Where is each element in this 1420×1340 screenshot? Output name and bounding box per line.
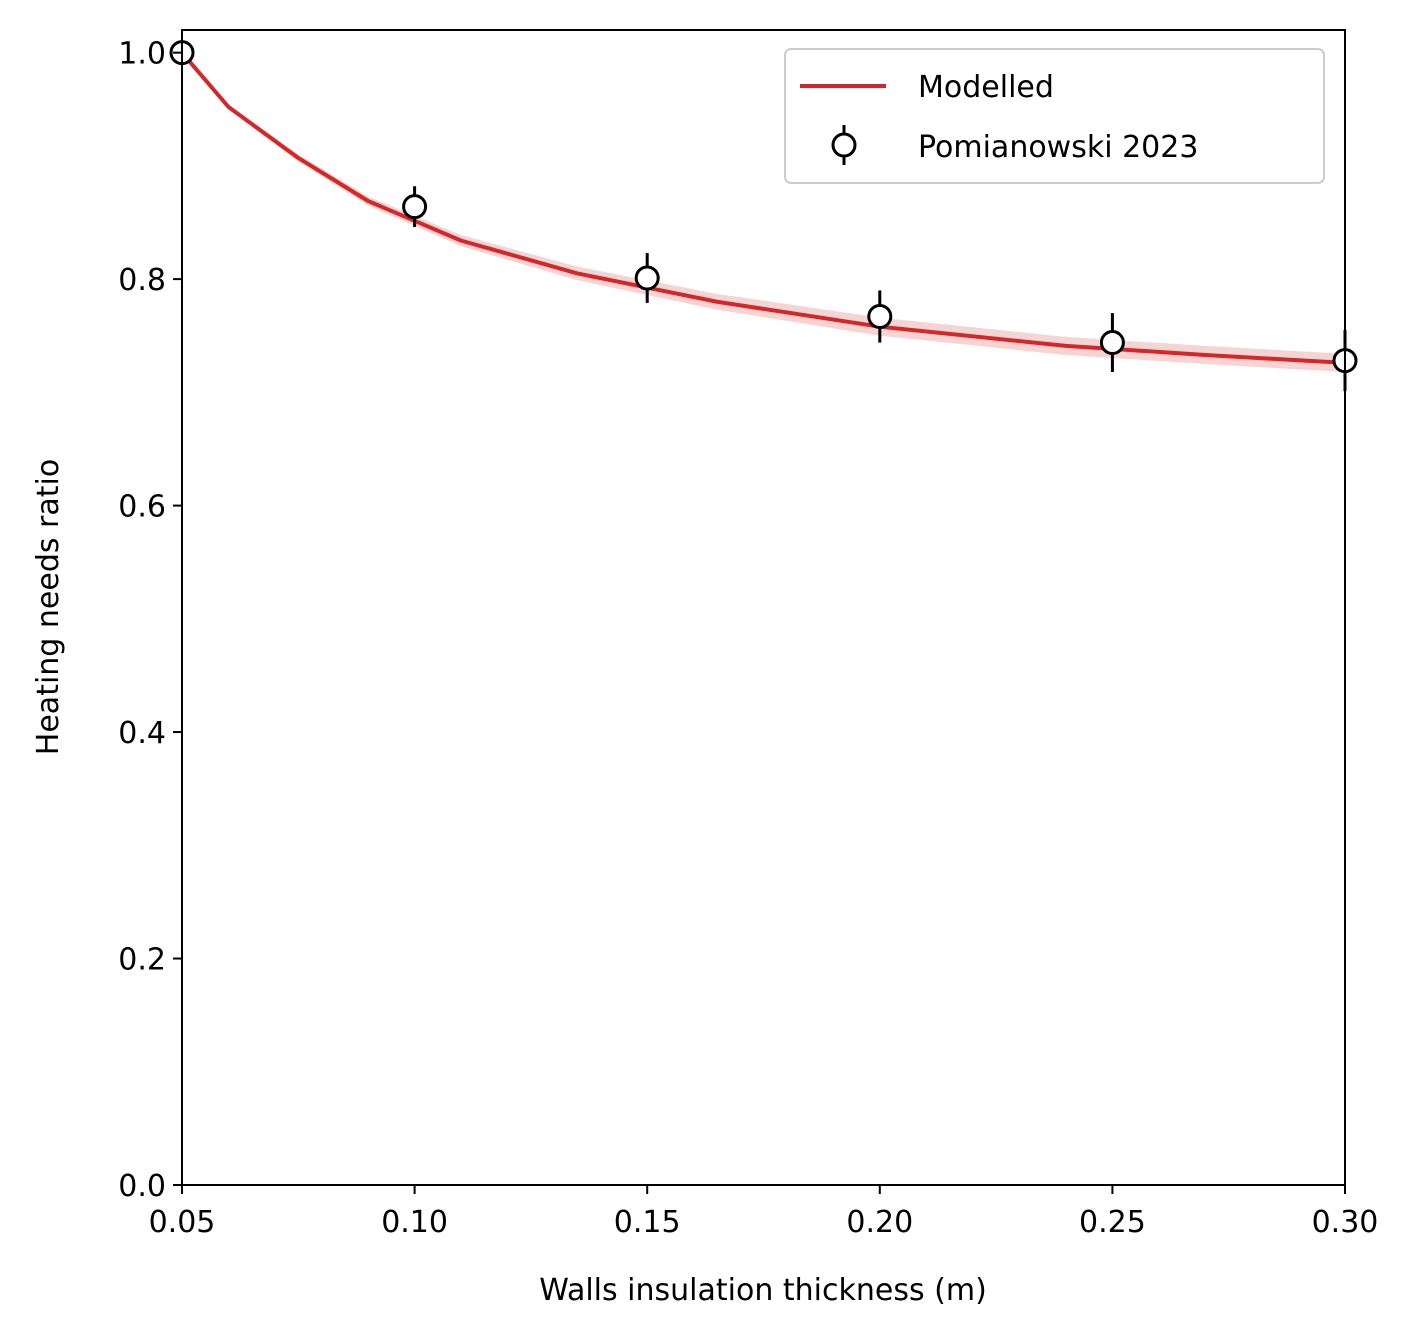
ticks-layer: 0.05 0.10 0.15 0.20 0.25 0.30 0.0 0.2 0.4 0.6 0.8 1… — [118, 37, 1378, 1240]
x-tick-label-2: 0.15 — [614, 1205, 681, 1240]
pomianowski-point-2 — [634, 265, 660, 291]
y-tick-label-0: 0.0 — [118, 1169, 166, 1204]
axes-frame — [181, 29, 1346, 1186]
pomianowski-point-4 — [1099, 330, 1125, 356]
legend-pomianowski-label: Pomianowski 2023 — [918, 130, 1198, 165]
y-tick-label-4: 0.8 — [118, 263, 166, 298]
x-tick-label-4: 0.25 — [1079, 1205, 1146, 1240]
legend-box — [784, 48, 1325, 184]
pomianowski-point-1 — [402, 194, 428, 220]
y-tick-label-3: 0.6 — [118, 490, 166, 525]
x-tick-label-1: 0.10 — [381, 1205, 448, 1240]
x-tick-label-0: 0.05 — [149, 1205, 216, 1240]
legend-modelled-label: Modelled — [918, 70, 1054, 105]
x-tick-label-5: 0.30 — [1312, 1205, 1379, 1240]
x-tick-label-3: 0.20 — [846, 1205, 913, 1240]
legend: Modelled Pomianowski 2023 — [784, 48, 1325, 184]
legend-pomianowski-marker — [831, 132, 857, 158]
y-tick-label-1: 0.2 — [118, 943, 166, 978]
y-tick-label-5: 1.0 — [118, 37, 166, 72]
y-axis-label: Heating needs ratio — [31, 459, 66, 755]
y-tick-label-2: 0.4 — [118, 716, 166, 751]
markers-layer — [169, 40, 1358, 392]
x-axis-label: Walls insulation thickness (m) — [539, 1273, 987, 1308]
pomianowski-point-3 — [867, 303, 893, 329]
